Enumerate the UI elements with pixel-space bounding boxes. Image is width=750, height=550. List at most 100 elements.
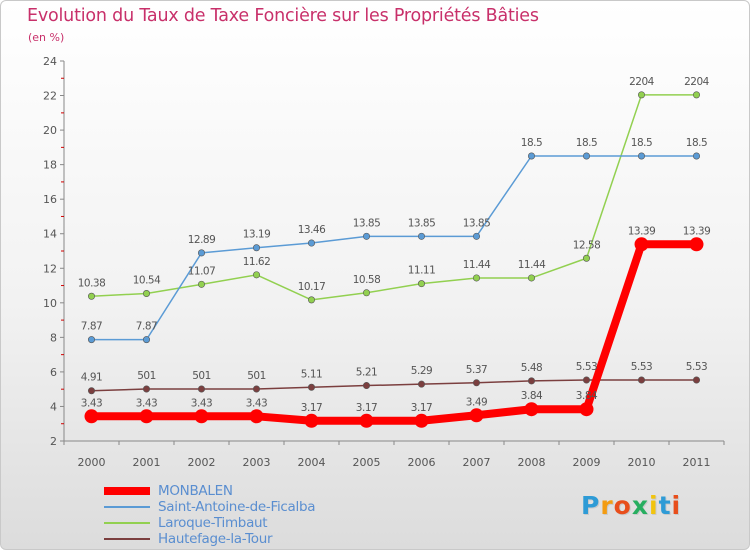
data-point [472,232,480,240]
legend-label: MONBALEN [158,483,233,499]
data-point [524,402,539,417]
logo-letter: x [631,491,649,520]
x-tick-label: 2007 [463,456,491,469]
data-label: 5.53 [576,361,597,373]
data-point [692,152,700,160]
data-label: 10.17 [298,281,326,293]
chart-title: Evolution du Taux de Taxe Foncière sur l… [27,6,539,26]
data-point [307,383,315,391]
logo-letter: t [658,491,672,520]
data-point [417,280,425,288]
legend-label: Saint-Antoine-de-Ficalba [158,499,316,515]
data-label: 18.5 [631,137,652,149]
data-label: 11.11 [408,265,436,277]
data-label: 5.11 [301,368,322,380]
data-point [692,376,700,384]
data-point [307,239,315,247]
data-point [143,336,151,344]
data-label: 10.38 [78,277,106,289]
y-axis-unit: (en %) [28,31,65,44]
data-label: 13.85 [353,217,381,229]
data-label: 3.17 [411,402,432,414]
data-label: 3.43 [136,397,157,409]
data-label: 2204 [629,76,655,88]
data-point [88,336,96,344]
x-tick-label: 2005 [353,456,381,469]
data-label: 4.91 [81,372,102,384]
data-label: 11.07 [188,265,216,277]
series-line-monbalen [87,240,701,425]
data-label: 18.5 [686,137,707,149]
data-label: 12.89 [188,234,216,246]
x-tick-label: 2009 [573,456,601,469]
data-point [139,409,154,424]
data-label: 13.46 [298,224,326,236]
data-label: 11.44 [518,259,546,271]
data-point [143,385,151,393]
data-point [689,237,704,252]
data-point [579,402,594,417]
data-label: 13.39 [628,225,656,237]
data-label: 501 [247,370,266,382]
y-tick-label: 10 [43,297,57,310]
data-point [637,152,645,160]
series-line-laroque-timbaut [90,94,698,301]
data-label: 3.84 [521,390,543,402]
data-label: 5.37 [466,364,487,376]
legend-label: Hautefage-la-Tour [158,531,273,547]
x-tick-label: 2004 [298,456,326,469]
data-point [143,289,151,297]
data-label: 3.84 [576,390,598,402]
x-tick-label: 2011 [683,456,711,469]
data-point [198,280,206,288]
logo-letter: i [671,491,682,520]
y-tick-label: 20 [43,124,57,137]
series-line-hautefage-la-tour [90,379,698,392]
y-tick-label: 14 [43,228,57,241]
x-tick-label: 2003 [243,456,271,469]
data-point [582,254,590,262]
legend-label: Laroque-Timbaut [158,515,268,531]
data-label: 3.43 [191,397,212,409]
data-label: 3.17 [301,402,322,414]
data-point [198,385,206,393]
data-label: 5.53 [631,361,652,373]
data-label: 18.5 [521,137,542,149]
data-point [194,409,209,424]
legend-swatch [104,522,150,524]
x-tick-label: 2008 [518,456,546,469]
data-point [527,152,535,160]
data-point [472,274,480,282]
data-label: 7.87 [81,321,102,333]
data-point [634,237,649,252]
data-label: 5.29 [411,365,432,377]
data-point [414,413,429,428]
data-point [417,232,425,240]
data-label: 13.39 [683,225,711,237]
y-tick-label: 18 [43,159,57,172]
data-label: 12.58 [573,239,601,251]
data-label: 501 [192,370,211,382]
y-tick-label: 22 [43,90,57,103]
logo-letter: P [581,491,601,520]
data-point [469,408,484,423]
data-point [253,271,261,279]
data-label: 18.5 [576,137,597,149]
data-point [88,292,96,300]
y-tick-label: 12 [43,262,57,275]
data-label: 13.85 [463,217,491,229]
data-label: 5.21 [356,367,377,379]
data-point [472,379,480,387]
data-point [362,232,370,240]
data-point [417,380,425,388]
data-point [88,387,96,395]
x-tick-label: 2002 [188,456,216,469]
data-point [359,413,374,428]
legend-item: MONBALEN [104,483,315,499]
data-point [253,385,261,393]
legend-item: Hautefage-la-Tour [104,531,315,547]
data-point [527,274,535,282]
data-label: 10.58 [353,274,381,286]
data-label: 3.43 [246,397,267,409]
